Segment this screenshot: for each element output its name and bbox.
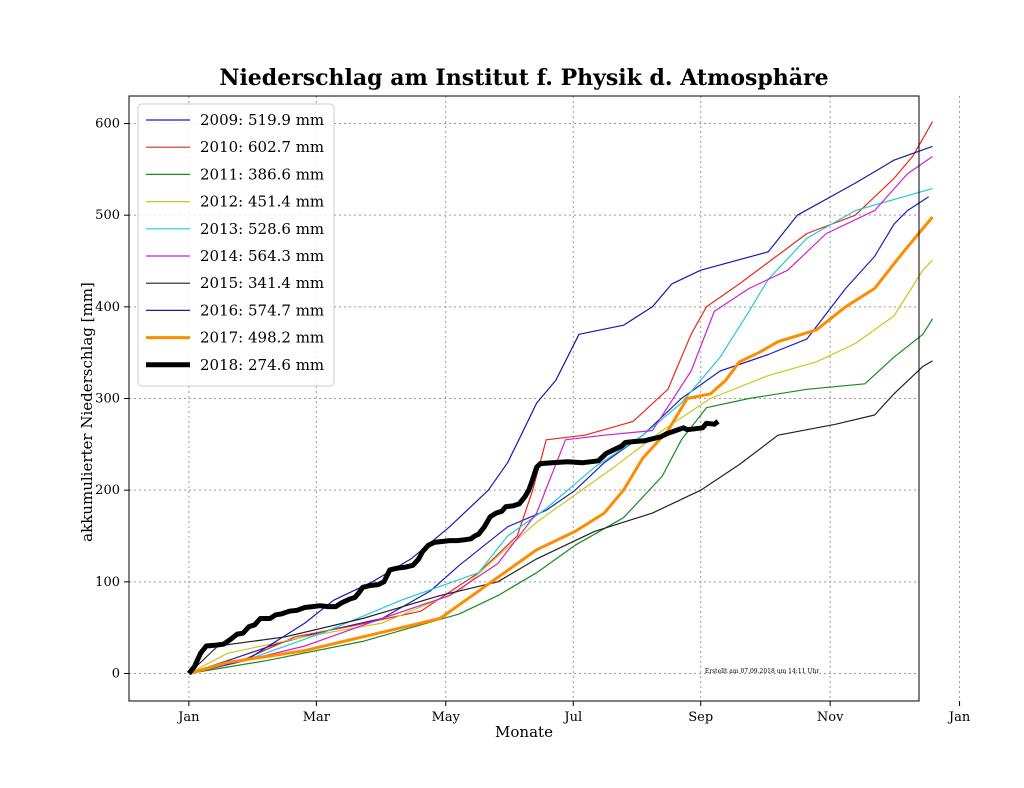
x-tick-label: Nov (817, 710, 844, 725)
legend-entry-2012: 2012: 451.4 mm (200, 193, 324, 211)
y-tick-label: 0 (112, 667, 120, 682)
x-tick-label: Jan (176, 710, 200, 725)
legend-entry-2017: 2017: 498.2 mm (200, 329, 324, 347)
series-line-2018 (186, 419, 720, 676)
x-axis-ticks: Jan Mar May Jul Sep Nov Jan (176, 701, 971, 725)
y-tick-label: 300 (95, 392, 120, 407)
legend-entry-2016: 2016: 574.7 mm (200, 301, 324, 319)
legend-entry-2009: 2009: 519.9 mm (200, 111, 324, 129)
legend: 2009: 519.9 mm 2010: 602.7 mm 2011: 386.6 … (137, 103, 335, 387)
series-line-2015 (188, 360, 933, 674)
legend-entry-2011: 2011: 386.6 mm (200, 165, 324, 183)
y-tick-label: 400 (95, 300, 120, 315)
legend-entry-2013: 2013: 528.6 mm (200, 220, 324, 238)
y-tick-label: 200 (95, 483, 120, 498)
legend-entry-2015: 2015: 341.4 mm (200, 274, 324, 292)
y-tick-label: 500 (95, 208, 120, 223)
series-line-2017 (188, 216, 934, 675)
legend-entry-2018: 2018: 274.6 mm (200, 356, 324, 374)
x-axis-label: Monate (495, 723, 553, 741)
chart-title: Niederschlag am Institut f. Physik d. At… (219, 65, 828, 91)
x-tick-label: Mar (303, 710, 331, 725)
series-line-2016 (188, 145, 933, 675)
x-tick-label: Jul (562, 710, 582, 725)
x-tick-label: May (432, 710, 461, 725)
y-tick-label: 100 (95, 575, 120, 590)
x-tick-label: Jan (947, 710, 971, 725)
series-line-2013 (188, 188, 933, 675)
series-layer (186, 121, 934, 676)
y-axis-ticks: 0 100 200 300 400 500 600 (95, 117, 129, 682)
legend-entry-2010: 2010: 602.7 mm (200, 138, 324, 156)
y-tick-label: 600 (95, 117, 120, 132)
y-axis-label: akkumulierter Niederschlag [mm] (78, 282, 96, 542)
creation-note: Erstellt am 07.09.2018 um 14:11 Uhr (705, 668, 819, 675)
legend-entry-2014: 2014: 564.3 mm (200, 247, 324, 265)
series-line-2014 (188, 156, 933, 675)
series-line-2010 (188, 121, 934, 675)
x-tick-label: Sep (688, 710, 713, 725)
